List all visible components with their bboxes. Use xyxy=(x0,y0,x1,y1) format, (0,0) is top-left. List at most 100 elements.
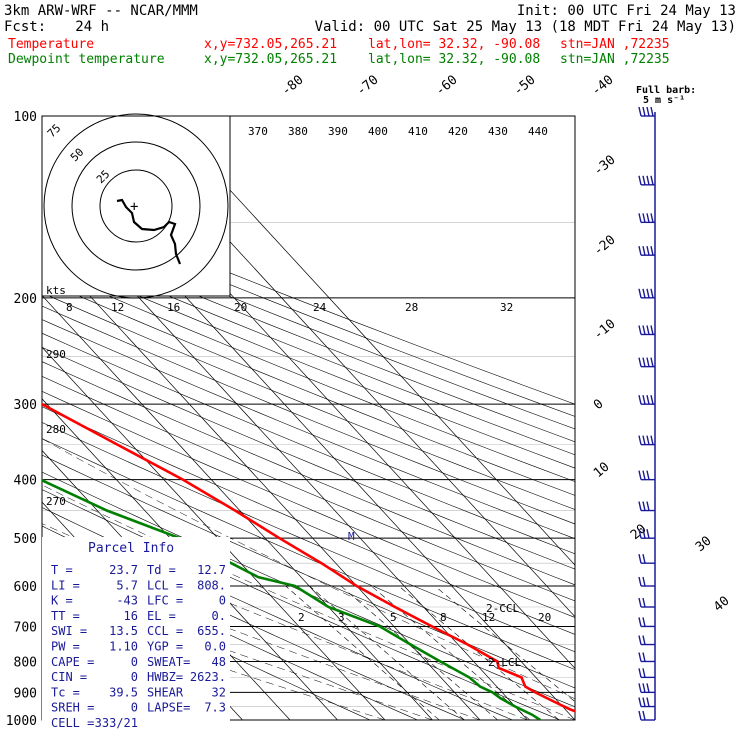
theta-e-label: 420 xyxy=(448,125,468,138)
hodograph-ring xyxy=(43,113,229,299)
parcel-value: 23.7 xyxy=(109,563,138,577)
parcel-label: EL = xyxy=(147,609,176,623)
isotherm xyxy=(42,295,433,720)
parcel-value: 16 xyxy=(124,609,138,623)
parcel-label: TT = xyxy=(51,609,80,623)
dry-adiabat xyxy=(42,319,575,540)
wind-barb xyxy=(638,554,655,564)
hodograph-ring xyxy=(99,169,173,243)
dry-adiabat xyxy=(42,279,575,496)
dry-adiabat xyxy=(42,454,575,689)
dry-adiabat xyxy=(42,564,371,720)
isotherm-label: 40 xyxy=(711,594,733,616)
parcel-row: T = 23.7 Td = 12.7 xyxy=(51,563,226,577)
parcel-label: CIN = xyxy=(51,670,87,684)
temperature-curve xyxy=(42,402,575,713)
parcel-value: 333/21 xyxy=(95,716,138,730)
dew-legend: Dewpoint temperature xyxy=(8,52,165,67)
parcel-label: LCL = xyxy=(147,578,183,592)
isotherm-label: 20 xyxy=(628,522,650,544)
parcel-label: Td = xyxy=(147,563,176,577)
parcel-row: CIN = 0 HWBZ= 2623. xyxy=(51,670,226,684)
parcel-label: LFC = xyxy=(147,594,183,608)
mixing-ratio-label: 20 xyxy=(538,611,551,624)
parcel-row: K = -43 LFC = 0 xyxy=(51,594,226,608)
temp-latlon: lat,lon= 32.32, -90.08 xyxy=(368,37,540,52)
dry-adiabat xyxy=(42,346,575,570)
isobar-label: 400 xyxy=(14,474,37,489)
isotherm-label: -50 xyxy=(511,72,539,99)
fcst-label: Fcst: xyxy=(4,19,46,35)
hodograph-ring xyxy=(71,141,201,271)
wind-barb xyxy=(638,175,655,186)
parcel-value: 0 xyxy=(131,655,138,669)
dew-latlon: lat,lon= 32.32, -90.08 xyxy=(368,52,540,67)
plot-frame xyxy=(41,115,576,721)
wind-barb xyxy=(638,576,655,587)
isobar-label: 200 xyxy=(14,292,37,307)
wind-barb xyxy=(638,470,655,481)
mixing-ratio-label: 20 xyxy=(234,301,247,314)
wind-barb xyxy=(638,106,655,117)
parcel-value: 5.7 xyxy=(116,578,138,592)
wind-barb xyxy=(638,652,655,663)
mixing-ratio-label: 12 xyxy=(111,301,124,314)
dew-stn: stn=JAN ,72235 xyxy=(560,52,670,67)
isobar-label: 500 xyxy=(14,532,37,547)
isotherm xyxy=(161,116,575,566)
mixing-ratio-label: 2 xyxy=(298,611,305,624)
wind-barb xyxy=(638,635,655,646)
isotherm xyxy=(42,346,386,720)
parcel-value: 7.3 xyxy=(204,701,226,715)
parcel-value: 12.7 xyxy=(197,563,226,577)
model-title: 3km ARW-WRF -- NCAR/MMM xyxy=(4,3,198,19)
parcel-value: 0. xyxy=(212,609,226,623)
fcst-value: 24 h xyxy=(75,19,109,35)
dry-adiabat xyxy=(42,471,575,708)
dry-adiabat xyxy=(42,406,575,635)
mixing-ratio-label: 16 xyxy=(167,301,180,314)
wind-barb xyxy=(638,697,655,708)
mixing-ratio-label: 12 xyxy=(482,611,495,624)
parcel-info-title: Parcel Info xyxy=(88,541,174,556)
theta-label: 280 xyxy=(46,423,66,436)
hodograph-center: + xyxy=(130,199,138,215)
parcel-row: CAPE = 0 SWEAT= 48 xyxy=(51,655,226,669)
dry-adiabat xyxy=(42,218,575,430)
parcel-value: 0 xyxy=(131,701,138,715)
dry-adiabat xyxy=(42,305,575,525)
dry-adiabat xyxy=(42,361,575,586)
lcl-marker: 2-LCL xyxy=(488,656,521,669)
parcel-value: 0.0 xyxy=(204,640,226,654)
init-time: Init: 00 UTC Fri 24 May 13 xyxy=(517,3,736,19)
isotherm-label: -20 xyxy=(591,232,619,259)
dry-adiabat xyxy=(42,375,575,602)
dry-adiabat xyxy=(42,230,575,443)
parcel-label: CAPE = xyxy=(51,655,94,669)
wind-barb xyxy=(638,683,655,694)
parcel-value: 32 xyxy=(212,685,226,699)
isobar-label: 100 xyxy=(14,110,37,125)
theta-e-label: 380 xyxy=(288,125,308,138)
theta-label: 290 xyxy=(46,348,66,361)
moist-adiabat xyxy=(42,556,481,720)
isobar-label: 600 xyxy=(14,580,37,595)
wind-barb xyxy=(638,395,655,405)
parcel-value: 808. xyxy=(197,578,226,592)
isotherm-label: -10 xyxy=(591,316,619,343)
wind-barb xyxy=(638,357,655,368)
wind-barb xyxy=(638,668,655,679)
dry-adiabat xyxy=(42,254,575,469)
mixing-ratio-label: 8 xyxy=(66,301,73,314)
wind-barb xyxy=(638,501,655,512)
mixing-ratio-label: 24 xyxy=(313,301,327,314)
parcel-label: CELL = xyxy=(51,716,94,730)
dry-adiabat xyxy=(42,195,575,405)
parcel-info-panel: Parcel Info T = 23.7 Td = 12.7 LI = 5.7 LCL = 8… xyxy=(42,537,230,730)
parcel-value: -43 xyxy=(116,594,138,608)
isotherm xyxy=(42,243,481,720)
theta-e-label: 410 xyxy=(408,125,428,138)
theta-e-label: 430 xyxy=(488,125,508,138)
dry-adiabat xyxy=(42,267,575,482)
